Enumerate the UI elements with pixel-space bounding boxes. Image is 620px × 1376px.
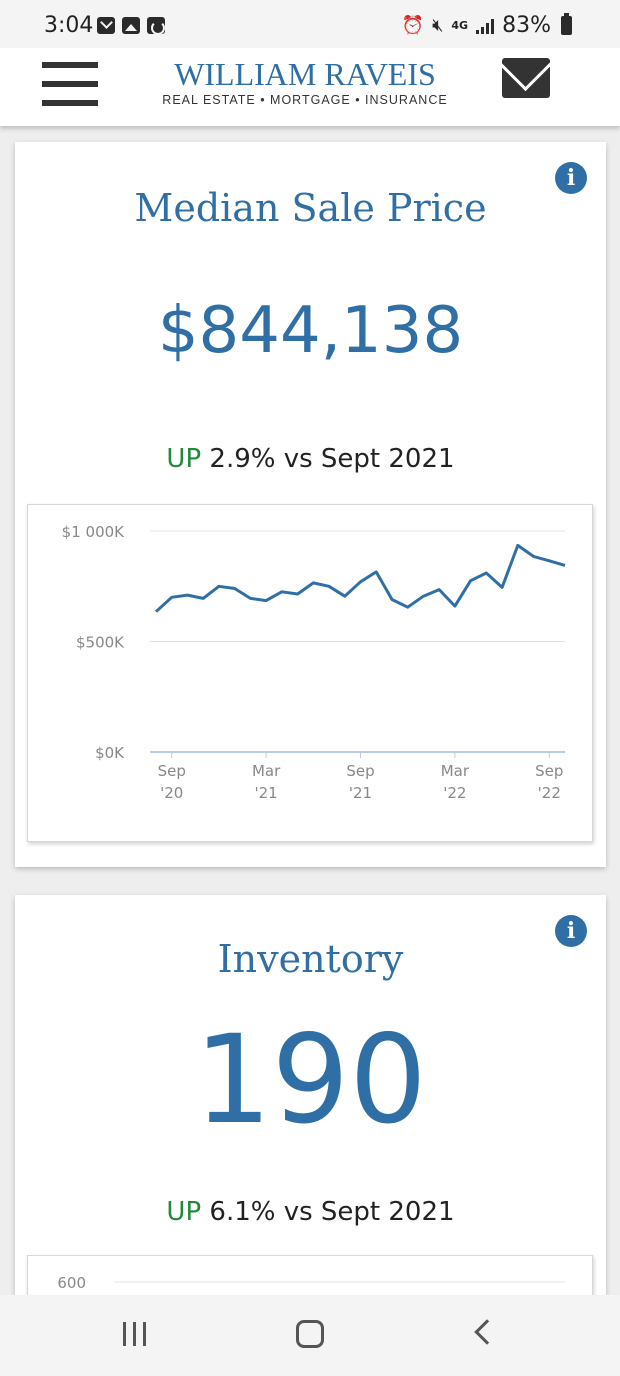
logo-subtitle: REAL ESTATE • MORTGAGE • INSURANCE [162,93,448,107]
change-direction: UP [166,1197,202,1227]
x-tick-label: Mar [252,762,281,780]
x-tick-label: Sep [535,762,563,780]
median-sale-price-card: i Median Sale Price $844,138 UP 2.9% vs … [15,142,606,867]
change-text: 6.1% vs Sept 2021 [209,1197,455,1227]
card-value: $844,138 [157,294,464,368]
card-title: Inventory [217,937,404,981]
inventory-card: i Inventory 190 UP 6.1% vs Sept 2021 600 [15,895,606,1335]
system-icons: ⏰ 🔇︎ 4G 83% [402,13,572,38]
battery-icon [561,13,572,35]
card-change: UP 6.1% vs Sept 2021 [15,1197,606,1227]
email-notification-icon [97,17,115,34]
sync-notification-icon [147,17,165,35]
y-tick-label: 600 [57,1274,86,1292]
status-time: 3:04 [44,13,94,38]
x-tick-label: Sep [346,762,374,780]
battery-percent: 83% [502,13,551,38]
logo-name: WILLIAM RAVEIS [174,56,436,92]
recents-button[interactable] [123,1322,146,1346]
x-tick-label: '21 [255,784,278,802]
brand-logo[interactable]: WILLIAM RAVEIS REAL ESTATE • MORTGAGE • … [150,56,460,107]
x-tick-label: Mar [441,762,470,780]
change-direction: UP [166,444,202,474]
price-series-line [154,543,566,613]
card-value: 190 [194,1009,427,1151]
mute-icon: 🔇︎ [432,15,444,36]
inventory-chart-svg: 600 [57,1274,565,1292]
menu-icon[interactable] [42,62,98,106]
x-tick-label: '20 [160,784,183,802]
y-tick-label: $500K [76,634,125,652]
alarm-icon: ⏰ [401,15,425,36]
card-change: UP 2.9% vs Sept 2021 [15,444,606,474]
system-nav-bar [0,1295,620,1376]
network-type: 4G [451,19,469,32]
x-tick-label: '22 [538,784,561,802]
notification-icons [97,17,165,35]
home-button[interactable] [296,1320,324,1348]
median-price-chart: $1 000K $500K $0K Sep '20 Mar '21 Sep '21 Mar '22 S… [27,504,593,842]
image-notification-icon [122,17,140,34]
status-bar: 3:04 ⏰ 🔇︎ 4G 83% [0,0,620,48]
x-tick-label: '22 [443,784,466,802]
y-tick-label: $0K [95,744,125,762]
x-tick-label: '21 [349,784,372,802]
y-tick-label: $1 000K [62,523,125,541]
info-icon[interactable]: i [555,915,587,947]
mail-icon[interactable] [502,58,550,98]
median-price-chart-svg: $1 000K $500K $0K Sep '20 Mar '21 Sep '21 Mar '22 S… [62,523,566,802]
app-header: WILLIAM RAVEIS REAL ESTATE • MORTGAGE • … [0,48,620,126]
card-title: Median Sale Price [134,186,487,230]
back-button[interactable] [474,1319,500,1345]
info-icon[interactable]: i [555,162,587,194]
change-text: 2.9% vs Sept 2021 [209,444,455,474]
signal-strength-icon [476,18,495,34]
x-tick-label: Sep [158,762,186,780]
